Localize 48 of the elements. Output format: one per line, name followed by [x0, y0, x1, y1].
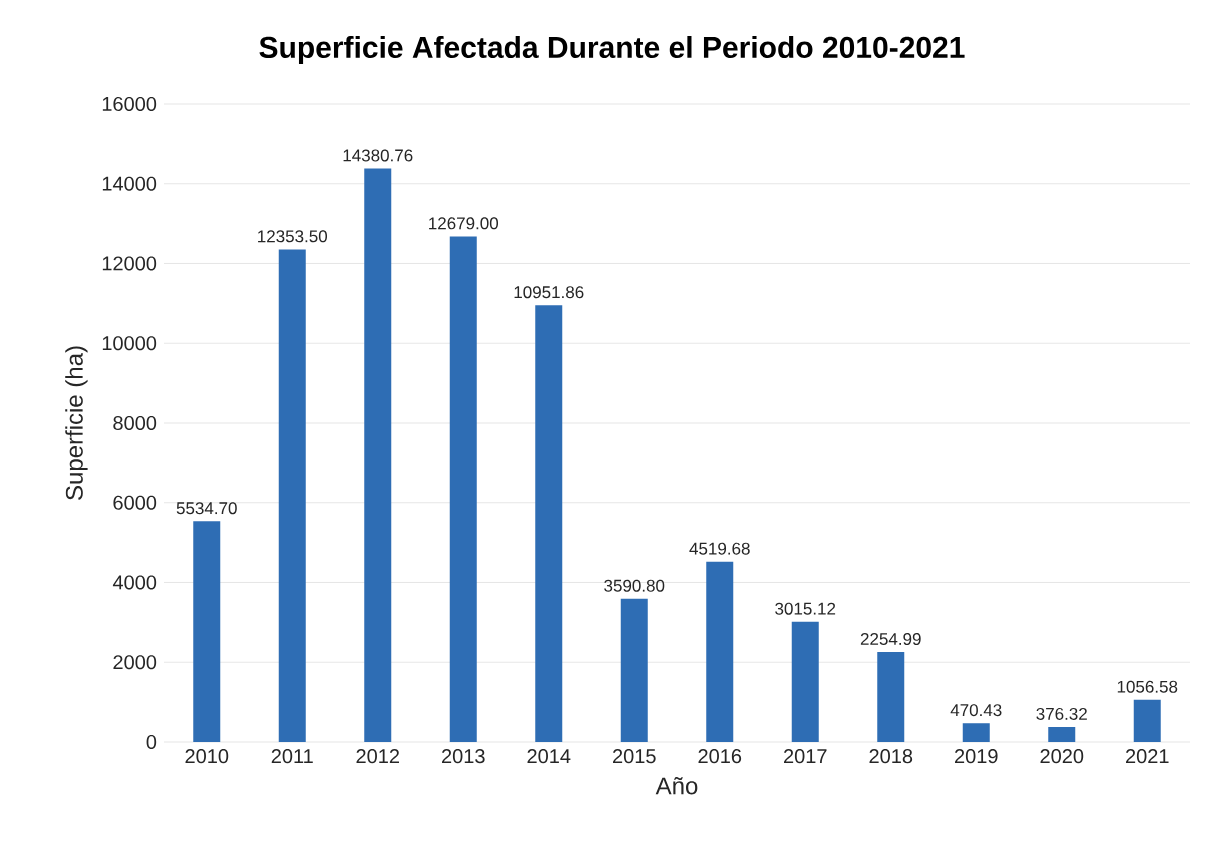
data-label: 1056.58: [1117, 680, 1178, 693]
x-tick-label: 2014: [527, 749, 571, 764]
x-tick-label: 2011: [271, 749, 313, 764]
bar: [364, 168, 392, 742]
y-tick-label: 14000: [102, 176, 157, 191]
data-label: 14380.76: [343, 149, 413, 162]
x-tick-label: 2015: [613, 749, 656, 764]
y-tick-label: 6000: [113, 495, 157, 510]
bar: [791, 621, 819, 742]
y-axis-title: Superficie (ha): [65, 346, 88, 500]
bar: [535, 305, 563, 742]
bar: [706, 561, 734, 742]
y-tick-label: 10000: [102, 336, 157, 351]
data-label: 5534.70: [176, 502, 237, 515]
x-axis-title: Año: [655, 776, 698, 795]
bar: [278, 249, 306, 742]
chart-title: Superficie Afectada Durante el Periodo 2010-2021: [259, 36, 965, 64]
data-label: 12679.00: [429, 217, 499, 230]
bar: [620, 598, 648, 742]
data-label: 2254.99: [860, 632, 921, 645]
x-tick-label: 2021: [1126, 749, 1169, 764]
x-tick-label: 2018: [869, 749, 913, 764]
y-tick-label: 2000: [113, 655, 157, 670]
data-label: 4519.68: [689, 542, 750, 555]
x-tick-label: 2017: [784, 749, 827, 764]
data-label: 3015.12: [775, 602, 836, 615]
x-tick-label: 2019: [955, 749, 998, 764]
y-tick-label: 12000: [102, 256, 157, 271]
y-tick-label: 4000: [112, 575, 157, 590]
bar: [449, 236, 477, 742]
y-tick-label: 0: [146, 734, 157, 750]
bar: [962, 723, 990, 742]
x-tick-label: 2010: [185, 749, 229, 764]
data-label: 376.32: [1036, 707, 1087, 720]
bar: [877, 652, 905, 742]
data-label: 3590.80: [604, 579, 665, 592]
data-label: 12353.50: [258, 230, 328, 243]
bar: [1048, 726, 1076, 742]
x-tick-label: 2016: [698, 749, 742, 764]
x-tick-label: 2013: [442, 749, 485, 764]
data-label: 470.43: [950, 704, 1002, 717]
bar: [1133, 699, 1161, 742]
y-tick-label: 8000: [113, 415, 157, 431]
y-tick-label: 16000: [102, 96, 157, 112]
data-label: 10951.86: [514, 286, 584, 299]
bar: [193, 521, 221, 742]
x-tick-label: 2020: [1040, 749, 1084, 764]
x-tick-label: 2012: [356, 749, 399, 764]
